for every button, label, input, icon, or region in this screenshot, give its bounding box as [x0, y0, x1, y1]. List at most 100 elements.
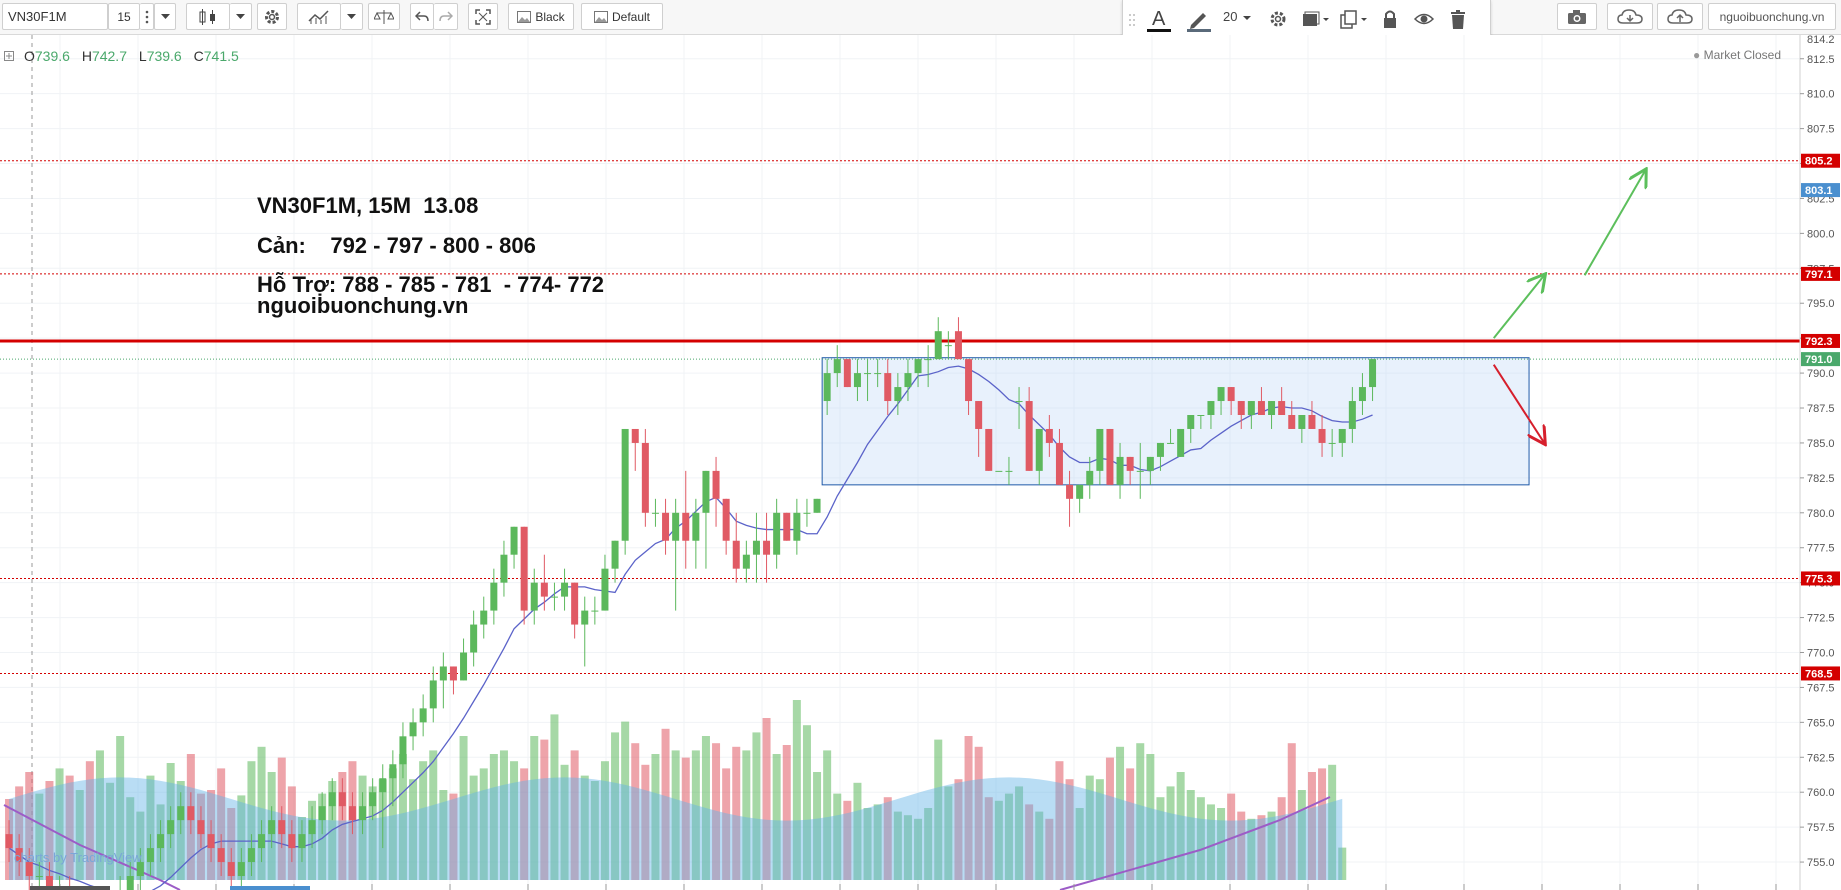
chevron-down-icon [1243, 16, 1252, 20]
volume-bar [924, 808, 933, 880]
candle-body [136, 862, 144, 877]
font-size-select[interactable]: 20 [1223, 9, 1259, 31]
price-badge-label: 803.1 [1805, 185, 1833, 197]
volume-bar [762, 718, 771, 880]
text-icon: A [1147, 8, 1171, 32]
candle-body [1268, 401, 1276, 415]
candle-body [833, 359, 841, 374]
template-button[interactable]: Default [581, 3, 663, 30]
volume-bar [479, 768, 488, 880]
text-color-button[interactable]: A [1143, 5, 1175, 33]
more-dots-button[interactable] [140, 3, 154, 30]
volume-bar [1186, 790, 1195, 880]
candle-body [651, 512, 659, 514]
clone-button[interactable] [1337, 8, 1369, 32]
redo-button[interactable] [434, 3, 458, 30]
volume-bar [1267, 811, 1276, 880]
price-tick-label: 770.0 [1807, 648, 1835, 660]
candle-body [1257, 401, 1265, 415]
price-tick-label: 757.5 [1807, 822, 1835, 834]
drawing-settings-button[interactable] [1267, 8, 1291, 32]
interval-input[interactable]: 15 [108, 3, 140, 30]
annotation-line-4: nguoibuonchung.vn [257, 293, 469, 318]
candle-body [1207, 401, 1215, 415]
candle-body [379, 778, 387, 793]
candle-body [874, 373, 882, 375]
time-axis-highlight [230, 886, 310, 890]
price-tick-label: 785.0 [1807, 438, 1835, 450]
candle-body [318, 806, 326, 821]
volume-bar [65, 775, 74, 880]
candle-body [167, 820, 175, 835]
volume-bar [1065, 779, 1074, 880]
candle-body [500, 554, 508, 583]
candle-body [864, 373, 872, 375]
volume-bar [136, 811, 145, 880]
volume-bar [45, 781, 54, 880]
volume-bar [1206, 804, 1215, 880]
volume-bar [681, 757, 690, 880]
candle-body [1156, 442, 1164, 457]
compare-button[interactable] [368, 3, 400, 30]
volume-bar [944, 786, 953, 880]
load-chart-button[interactable] [1607, 3, 1653, 30]
volume-bar [35, 793, 44, 880]
volume-bar [25, 772, 34, 880]
volume-bar [1085, 775, 1094, 880]
volume-ma-area [9, 777, 1343, 880]
market-status-text: Market Closed [1703, 48, 1781, 62]
indicators-button[interactable] [297, 3, 341, 30]
price-badge-label: 768.5 [1805, 668, 1833, 680]
volume-bar [55, 768, 64, 880]
undo-button[interactable] [410, 3, 434, 30]
time-axis-highlight [30, 886, 110, 890]
background-color-button[interactable] [1299, 8, 1331, 32]
volume-bar [863, 808, 872, 880]
volume-bar [1075, 808, 1084, 880]
volume-bar [712, 743, 721, 880]
volume-bar [722, 768, 731, 880]
trend-arrow[interactable] [1583, 171, 1646, 276]
volume-bar [1004, 793, 1013, 880]
price-axis-background [1800, 35, 1841, 890]
volume-bar [1247, 818, 1256, 880]
interval-dropdown-button[interactable] [154, 3, 176, 30]
candle-body [1298, 415, 1306, 429]
settings-button[interactable] [257, 3, 287, 30]
volume-indicator-line [1059, 796, 1331, 890]
chart-type-button[interactable] [186, 3, 230, 30]
range-box[interactable] [821, 357, 1530, 486]
chart-type-dropdown[interactable] [230, 3, 252, 30]
volume-bar [439, 790, 448, 880]
candle-body [803, 512, 811, 514]
theme-button[interactable]: Black [508, 3, 574, 30]
hide-button[interactable] [1413, 8, 1437, 32]
volume-indicator-line [3, 804, 181, 890]
line-color-button[interactable] [1183, 5, 1215, 33]
candle-body [1055, 442, 1063, 485]
volume-bar [95, 750, 104, 880]
candle-body [1015, 401, 1023, 403]
candle-body [1278, 401, 1286, 415]
candle-body [752, 540, 760, 555]
expand-legend-icon[interactable] [4, 51, 14, 61]
candle-body [449, 666, 457, 681]
trend-arrow[interactable] [1492, 364, 1545, 443]
save-chart-button[interactable] [1657, 3, 1703, 30]
candle-body [581, 610, 589, 625]
delete-button[interactable] [1447, 8, 1471, 32]
volume-bar [883, 797, 892, 880]
price-chart[interactable]: 755.0 757.5 760.0 762.5 765.0 767.5 770.0 772.5… [0, 35, 1841, 890]
indicators-dropdown[interactable] [341, 3, 363, 30]
candle-body [924, 359, 932, 361]
snapshot-button[interactable] [1557, 3, 1597, 30]
candle-body [247, 848, 255, 863]
volume-bar [813, 772, 822, 880]
trend-arrow[interactable] [1492, 275, 1545, 339]
symbol-search-input[interactable]: VN30F1M [2, 3, 108, 30]
candle-body [843, 359, 851, 388]
lock-button[interactable] [1379, 8, 1403, 32]
candle-body [1247, 401, 1255, 415]
price-badge [1801, 571, 1840, 586]
fullscreen-button[interactable] [468, 3, 498, 30]
